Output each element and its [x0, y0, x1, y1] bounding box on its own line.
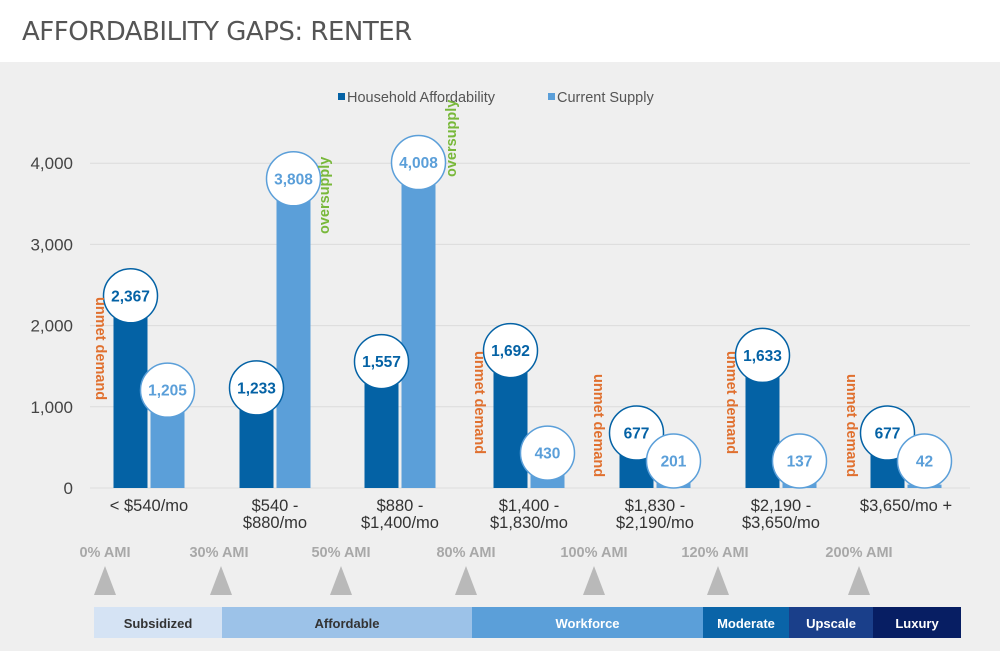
data-label-supply-bubble [390, 134, 447, 191]
tier-segment [703, 607, 789, 638]
x-tick-label: $1,830/mo [490, 514, 568, 532]
data-label-household: 1,692 [491, 343, 530, 360]
data-label-supply-bubble [265, 151, 322, 207]
annotation-unmet-demand: unmet demand [92, 297, 108, 400]
data-label-supply: 430 [535, 446, 561, 463]
data-label-household: 2,367 [111, 288, 150, 305]
data-label-household: 677 [875, 426, 901, 443]
annotation-unmet-demand: unmet demand [843, 374, 859, 477]
x-tick-label: $1,830 - [625, 497, 686, 515]
tier-label: Moderate [717, 616, 775, 631]
tier-label: Luxury [895, 616, 939, 631]
tier-segment [873, 607, 961, 638]
data-label-supply: 201 [661, 454, 687, 471]
legend-household-affordability-label: Household Affordability [347, 90, 496, 106]
legend-current-supply-label: Current Supply [557, 90, 654, 106]
tier-label: Subsidized [124, 616, 193, 631]
data-label-supply: 4,008 [399, 155, 438, 172]
data-label-household: 677 [624, 426, 650, 443]
ami-marker-label: 200% AMI [825, 545, 892, 561]
y-tick-label: 1,000 [30, 398, 73, 417]
tier-label: Workforce [555, 616, 619, 631]
data-label-household-bubble [734, 327, 791, 384]
x-tick-label: $2,190/mo [616, 514, 694, 532]
data-label-household-bubble [353, 333, 410, 390]
annotation-oversupply: oversupply [444, 100, 460, 177]
ami-marker-label: 120% AMI [681, 545, 748, 561]
legend-current-supply-swatch [548, 93, 555, 100]
ami-marker-label: 100% AMI [560, 545, 627, 561]
data-label-household-bubble [482, 322, 539, 379]
ami-marker-arrow [848, 566, 870, 595]
ami-marker-label: 0% AMI [79, 545, 130, 561]
x-tick-label: $540 - [252, 497, 299, 515]
data-label-household: 1,557 [362, 354, 401, 371]
data-label-supply: 1,205 [148, 383, 187, 400]
x-tick-label: $880/mo [243, 514, 307, 532]
data-label-household-bubble [228, 360, 285, 416]
y-tick-label: 3,000 [30, 235, 73, 254]
legend-household-affordability-swatch [338, 93, 345, 100]
tier-label: Upscale [806, 616, 856, 631]
annotation-oversupply: oversupply [317, 157, 333, 234]
y-tick-label: 2,000 [30, 317, 73, 336]
tier-segment [789, 607, 873, 638]
tier-segment [94, 607, 222, 638]
bar-current-supply [401, 162, 436, 488]
tier-segment [222, 607, 472, 638]
annotation-unmet-demand: unmet demand [723, 351, 739, 454]
page-title: AFFORDABILITY GAPS: RENTER [22, 17, 412, 47]
data-label-household: 1,633 [743, 348, 782, 365]
data-label-supply-bubble [139, 362, 196, 418]
x-tick-label: $1,400 - [499, 497, 560, 515]
tier-label: Affordable [315, 616, 380, 631]
data-label-household-bubble [102, 268, 159, 324]
x-tick-label: $1,400/mo [361, 514, 439, 532]
x-tick-label: < $540/mo [110, 497, 188, 515]
ami-marker-label: 80% AMI [436, 545, 495, 561]
data-label-supply: 137 [787, 454, 813, 471]
data-label-supply-bubble [645, 433, 702, 489]
ami-marker-arrow [210, 566, 232, 595]
data-label-supply: 3,808 [274, 171, 313, 188]
ami-marker-arrow [330, 566, 352, 595]
ami-marker-arrow [707, 566, 729, 595]
ami-marker-label: 50% AMI [311, 545, 370, 561]
data-label-supply-bubble [771, 433, 828, 489]
bar-current-supply [276, 178, 311, 488]
y-tick-label: 4,000 [30, 154, 73, 173]
x-tick-label: $2,190 - [751, 497, 812, 515]
annotation-unmet-demand: unmet demand [471, 351, 487, 454]
x-tick-label: $3,650/mo + [860, 497, 952, 515]
x-tick-label: $3,650/mo [742, 514, 820, 532]
ami-marker-arrow [455, 566, 477, 595]
tier-segment [472, 607, 703, 638]
x-tick-label: $880 - [377, 497, 424, 515]
header: AFFORDABILITY GAPS: RENTER [0, 0, 1000, 62]
data-label-household: 1,233 [237, 380, 276, 397]
ami-marker-arrow [583, 566, 605, 595]
data-label-supply: 42 [916, 454, 933, 471]
data-label-supply-bubble [519, 425, 576, 481]
ami-marker-arrow [94, 566, 116, 595]
annotation-unmet-demand: unmet demand [590, 374, 606, 477]
data-label-supply-bubble [896, 433, 953, 489]
ami-marker-label: 30% AMI [189, 545, 248, 561]
y-tick-label: 0 [64, 479, 73, 498]
